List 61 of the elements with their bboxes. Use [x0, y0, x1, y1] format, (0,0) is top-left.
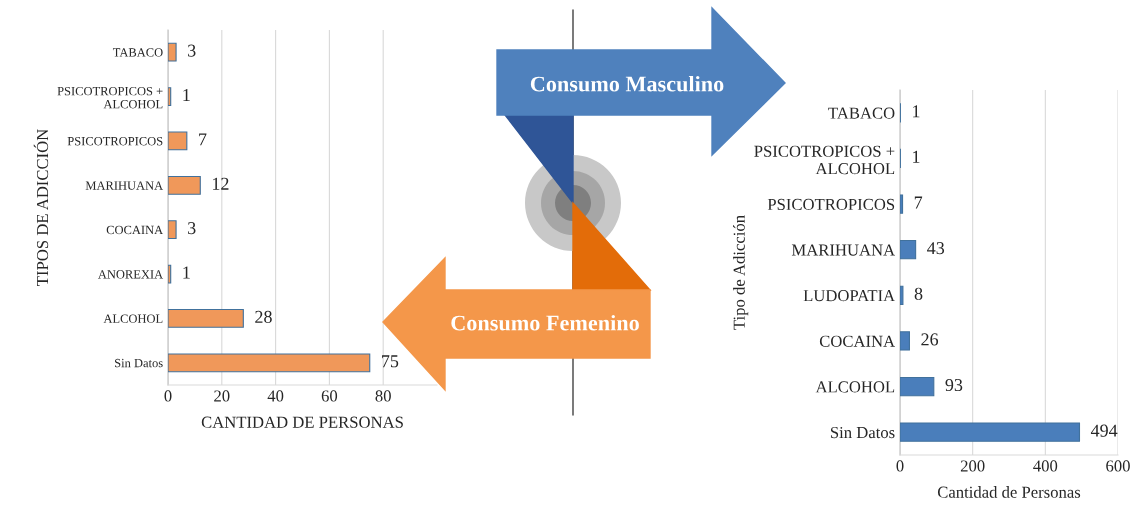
data-label: 26 — [921, 333, 939, 346]
data-label: 494 — [1090, 424, 1118, 437]
data-label: 75 — [382, 355, 399, 368]
y-axis-title: TIPOS DE ADICCIÓN — [33, 129, 49, 286]
data-label: 8 — [914, 287, 923, 300]
y-tick-label: PSICOTROPICOS — [67, 137, 163, 146]
bar — [900, 194, 904, 214]
x-tick-label: 80 — [375, 390, 391, 402]
y-tick-label: Sin Datos — [115, 358, 163, 368]
y-tick-label: Sin Datos — [830, 426, 895, 439]
x-tick-label: 0 — [896, 460, 904, 472]
bar — [168, 220, 177, 240]
bar — [900, 240, 917, 260]
bar — [900, 376, 935, 397]
x-tick-label: 60 — [321, 390, 338, 402]
x-axis-title: Cantidad de Personas — [937, 486, 1081, 498]
x-tick-label: 40 — [267, 390, 284, 402]
y-tick-label: PSICOTROPICOS + ALCOHOL — [754, 145, 895, 175]
bar — [900, 331, 911, 351]
bar — [168, 42, 177, 62]
y-tick-label: ALCOHOL — [815, 381, 895, 393]
text: Consumo Masculino — [530, 75, 724, 92]
y-tick-label: LUDOPATIA — [803, 290, 896, 302]
y-axis-title: Tipo de Adicción — [733, 215, 749, 330]
y-tick-label: ALCOHOL — [103, 314, 163, 323]
bar — [168, 264, 172, 284]
data-label: 93 — [945, 378, 963, 392]
y-tick-label: MARIHUANA — [791, 244, 896, 256]
bar — [168, 175, 201, 195]
y-tick-label: COCAINA — [106, 225, 164, 235]
text: Consumo Femenino — [451, 314, 639, 331]
x-tick-label: 200 — [960, 460, 985, 472]
data-label: 7 — [914, 196, 923, 209]
data-label: 43 — [927, 242, 945, 255]
bar — [900, 422, 1081, 442]
x-tick-label: 0 — [164, 390, 172, 402]
bar — [168, 353, 371, 373]
y-tick-label: ANOREXIA — [97, 270, 164, 279]
y-tick-label: COCAINA — [819, 335, 896, 347]
bar — [168, 131, 188, 151]
y-tick-label: TABACO — [828, 107, 895, 119]
data-label: 1 — [913, 150, 920, 163]
data-label: 12 — [212, 177, 229, 190]
bar — [168, 309, 244, 328]
y-tick-label: PSICOTROPICOS — [767, 198, 895, 211]
data-label: 1 — [183, 266, 190, 279]
x-tick-label: 20 — [214, 390, 230, 402]
data-label: 3 — [188, 44, 196, 57]
y-tick-label: MARIHUANA — [85, 181, 164, 190]
y-tick-label: TABACO — [112, 48, 163, 57]
bar — [900, 285, 904, 305]
x-tick-label: 400 — [1033, 460, 1058, 472]
data-label: 28 — [255, 310, 272, 323]
y-tick-label: PSICOTROPICOS + ALCOHOL — [57, 86, 163, 109]
x-tick-label: 600 — [1106, 460, 1130, 472]
data-label: 1 — [183, 88, 190, 101]
data-label: 7 — [199, 133, 207, 146]
bar — [168, 87, 172, 106]
x-axis-title: CANTIDAD DE PERSONAS — [201, 416, 403, 428]
data-label: 3 — [188, 222, 196, 235]
data-label: 1 — [913, 105, 920, 118]
